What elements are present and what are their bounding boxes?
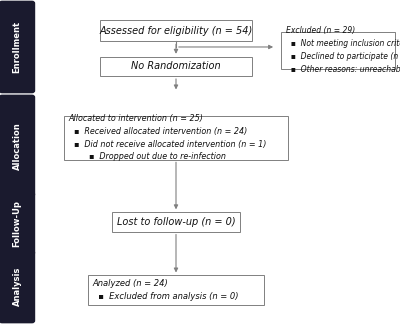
Text: Analysis: Analysis (12, 267, 22, 307)
Text: Excluded (n = 29)
  ▪  Not meeting inclusion criteria (n = 19)
  ▪  Declined to : Excluded (n = 29) ▪ Not meeting inclusio… (286, 27, 400, 74)
FancyBboxPatch shape (64, 116, 288, 160)
FancyBboxPatch shape (281, 32, 395, 69)
Text: Allocation: Allocation (12, 122, 22, 170)
Text: No Randomization: No Randomization (131, 62, 221, 71)
Text: Analyzed (n = 24)
  ▪  Excluded from analysis (n = 0): Analyzed (n = 24) ▪ Excluded from analys… (93, 279, 238, 301)
FancyBboxPatch shape (0, 250, 35, 323)
FancyBboxPatch shape (0, 192, 35, 255)
Text: Follow-Up: Follow-Up (12, 200, 22, 247)
Text: Lost to follow-up (n = 0): Lost to follow-up (n = 0) (117, 217, 235, 227)
Text: Assessed for eligibility (n = 54): Assessed for eligibility (n = 54) (99, 26, 253, 36)
FancyBboxPatch shape (0, 95, 35, 197)
FancyBboxPatch shape (100, 57, 252, 76)
Text: Enrollment: Enrollment (12, 21, 22, 73)
FancyBboxPatch shape (0, 1, 35, 93)
Text: Allocated to intervention (n = 25)
  ▪  Received allocated intervention (n = 24): Allocated to intervention (n = 25) ▪ Rec… (69, 114, 266, 161)
FancyBboxPatch shape (100, 20, 252, 41)
FancyBboxPatch shape (112, 212, 240, 232)
FancyBboxPatch shape (88, 275, 264, 305)
